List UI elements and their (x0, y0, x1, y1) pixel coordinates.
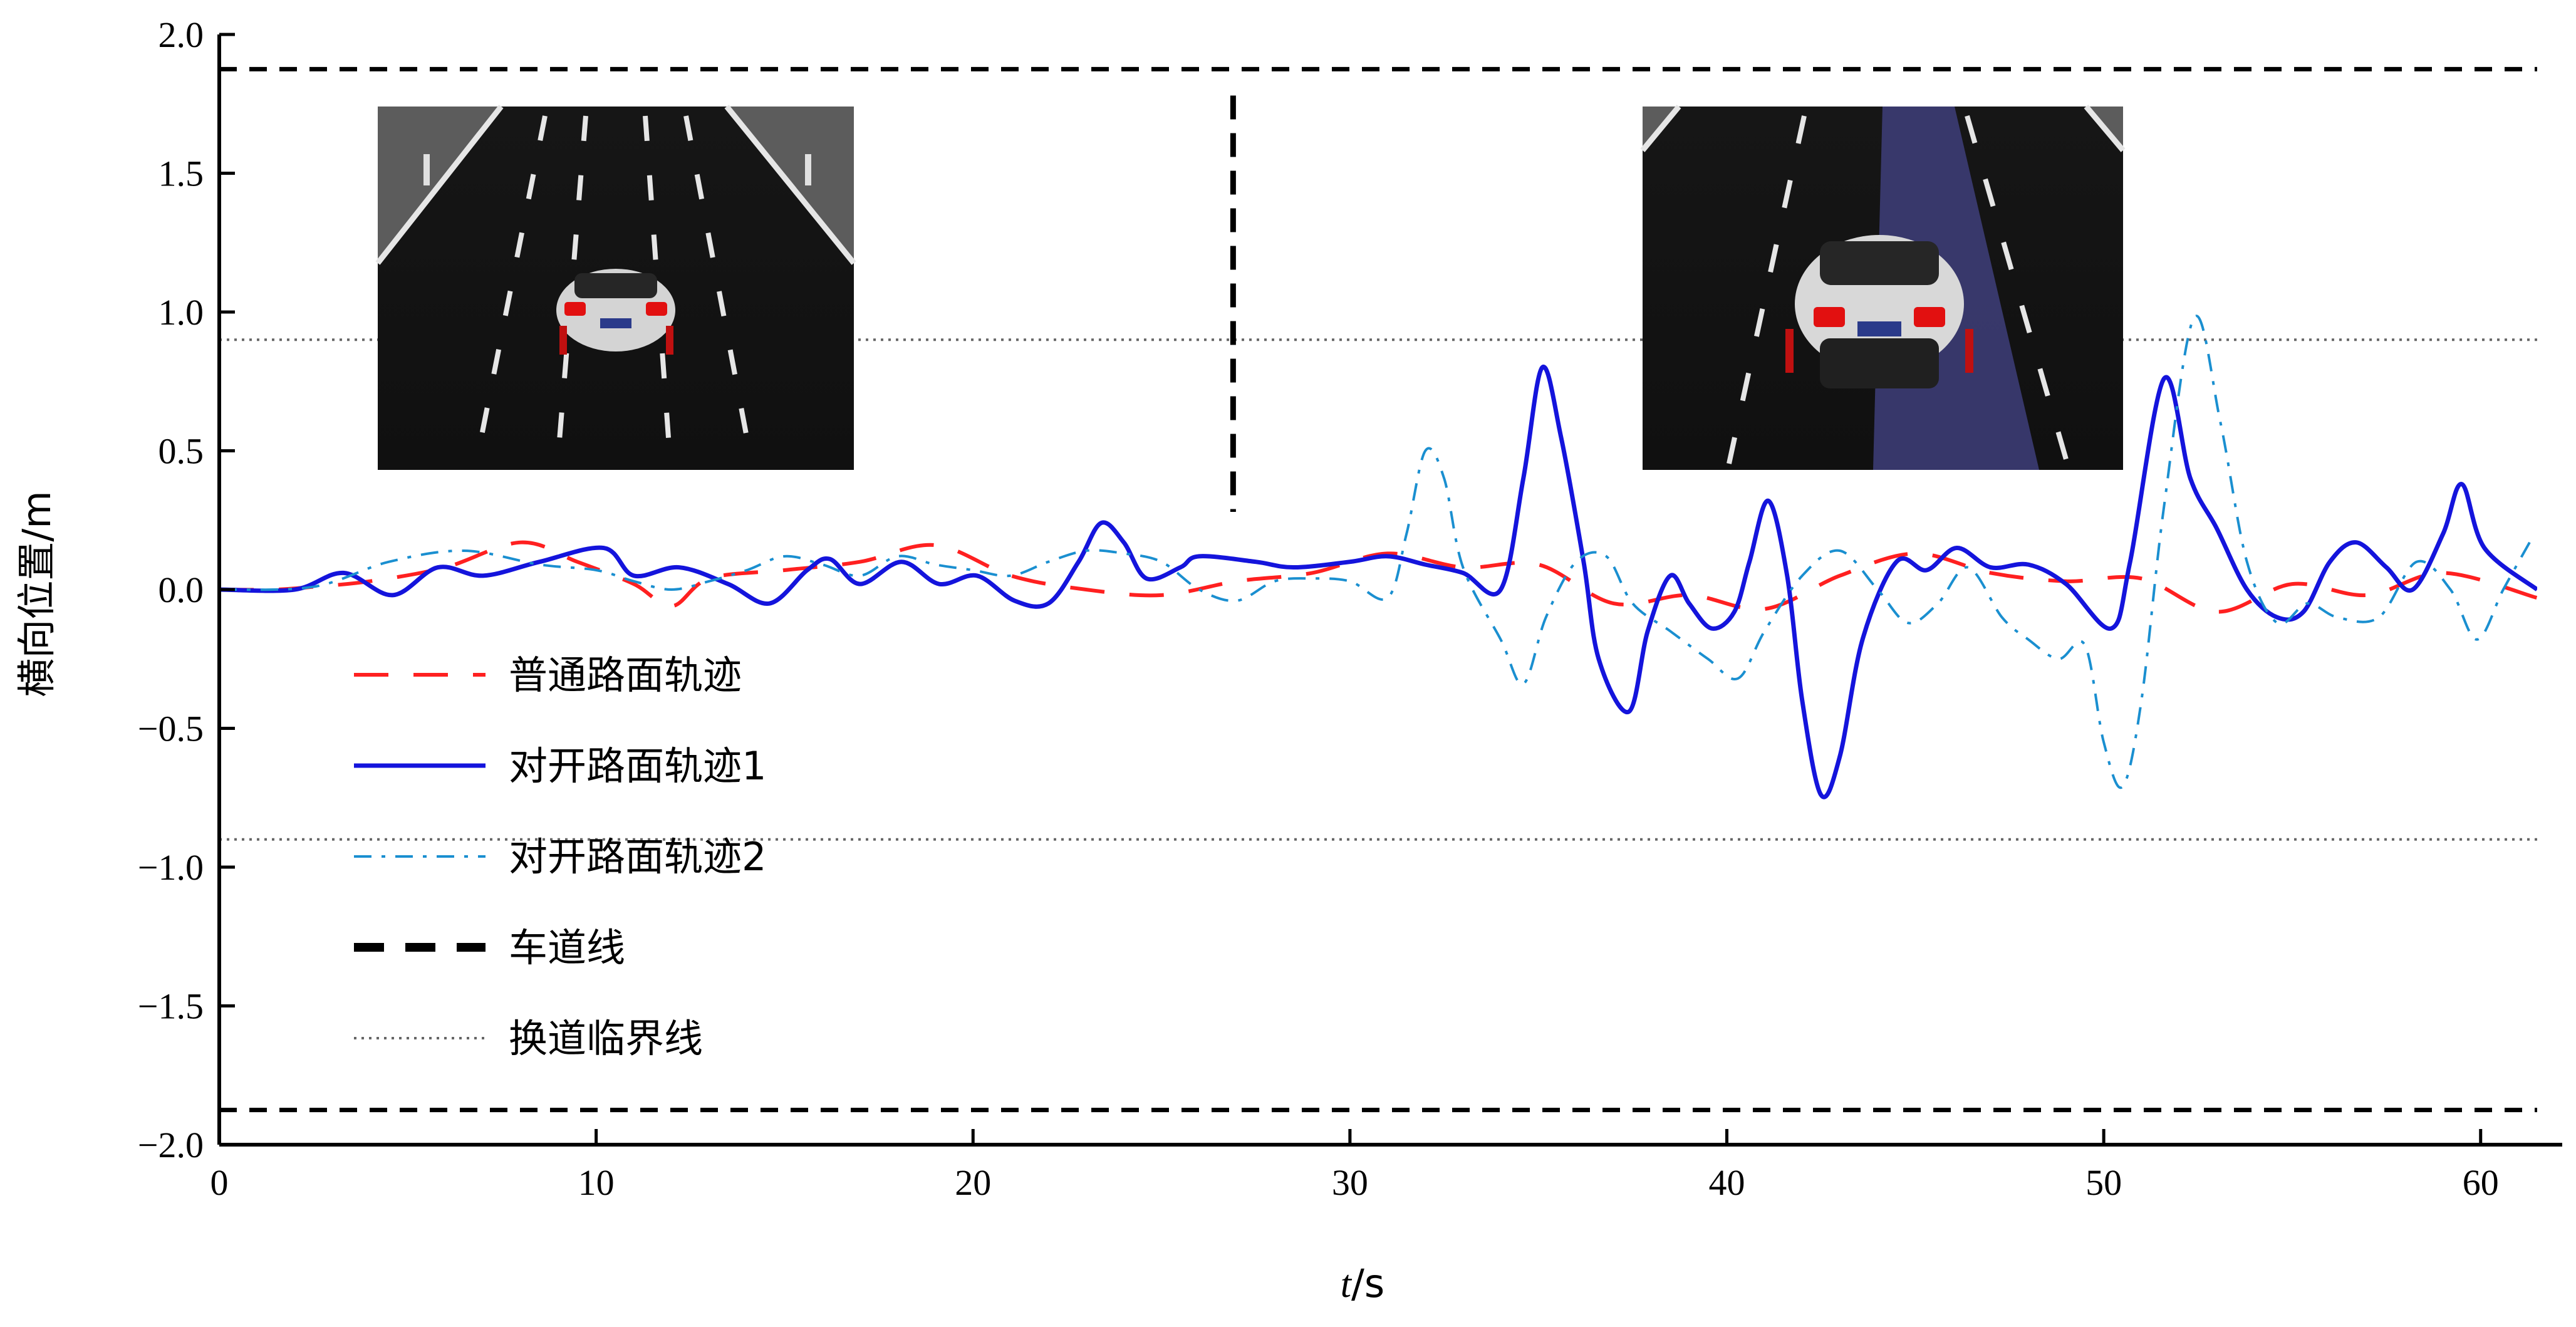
x-tick-label: 40 (1709, 1162, 1745, 1203)
car-icon (556, 269, 675, 355)
series-layer (219, 315, 2537, 799)
x-tick-label: 0 (210, 1162, 229, 1203)
x-ticks: 0 10 20 30 40 50 60 (210, 1129, 2499, 1203)
y-tick-label: −1.0 (138, 847, 204, 888)
y-ticks: −2.0 −1.5 −1.0 −0.5 0.0 0.5 1.0 1.5 2.0 (138, 14, 235, 1165)
series-line-3 (219, 315, 2531, 789)
series-line-2 (219, 364, 2537, 799)
inset-image-normal-road (375, 105, 856, 470)
inset-image-split-road (1640, 105, 2126, 470)
x-tick-label: 30 (1332, 1162, 1368, 1203)
y-tick-label: −1.5 (138, 986, 204, 1027)
y-tick-label: −2.0 (138, 1125, 204, 1165)
y-tick-label: 1.0 (158, 292, 204, 333)
reference-lines (219, 66, 2537, 1113)
legend-label: 车道线 (509, 925, 625, 971)
y-axis-label: 横向位置/m (14, 491, 60, 697)
x-axis-label: t/s (1341, 1261, 1384, 1306)
legend-label: 换道临界线 (509, 1016, 703, 1061)
y-tick-label: 0.0 (158, 570, 204, 610)
car-icon (1785, 235, 1973, 388)
x-tick-label: 60 (2463, 1162, 2499, 1203)
x-tick-label: 10 (578, 1162, 615, 1203)
y-tick-label: 1.5 (158, 154, 204, 194)
legend-label: 对开路面轨迹2 (509, 834, 766, 880)
y-tick-label: 0.5 (158, 431, 204, 472)
y-tick-label: −0.5 (138, 709, 204, 749)
x-tick-label: 20 (955, 1162, 991, 1203)
y-tick-label: 2.0 (158, 14, 204, 55)
legend-label: 对开路面轨迹1 (509, 743, 766, 789)
x-tick-label: 50 (2085, 1162, 2122, 1203)
legend-label: 普通路面轨迹 (509, 652, 742, 698)
